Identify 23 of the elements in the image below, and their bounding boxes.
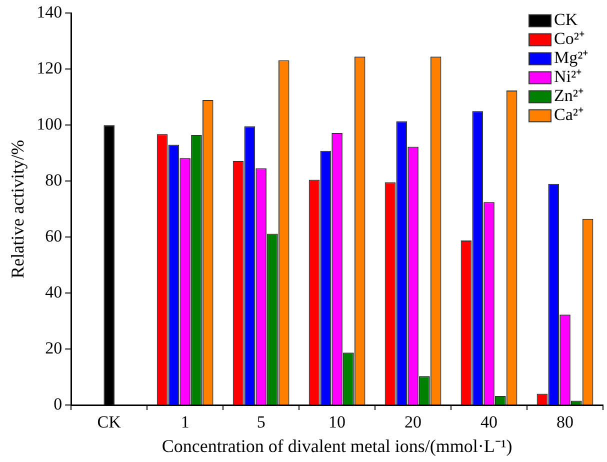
y-tick-label: 120	[36, 58, 62, 78]
x-tick-label: CK	[97, 412, 122, 432]
x-tick-label: 10	[328, 412, 346, 432]
legend-label: Zn²⁺	[554, 86, 584, 106]
legend-label: Co²⁺	[554, 29, 585, 48]
x-tick-label: 80	[556, 412, 574, 432]
legend-label: Mg²⁺	[554, 48, 589, 68]
y-tick-label: 140	[36, 2, 62, 22]
x-axis-title: Concentration of divalent metal ions/(mmol·L⁻¹)	[162, 436, 512, 456]
y-tick-label: 100	[36, 114, 62, 134]
x-tick-label: 40	[480, 412, 498, 432]
y-tick-label: 60	[45, 226, 62, 246]
x-tick-label: 1	[180, 412, 190, 432]
y-tick-label: 80	[45, 170, 62, 190]
y-tick-label: 40	[45, 282, 62, 302]
y-tick-label: 20	[45, 338, 62, 358]
legend-label: CK	[554, 10, 578, 30]
legend-label: Ca²⁺	[554, 105, 584, 124]
x-tick-label: 20	[404, 412, 422, 432]
x-tick-label: 5	[256, 412, 266, 432]
y-axis-title: Relative activity/%	[8, 140, 28, 278]
legend-label: Ni²⁺	[554, 67, 582, 86]
y-tick-label: 0	[54, 394, 62, 414]
